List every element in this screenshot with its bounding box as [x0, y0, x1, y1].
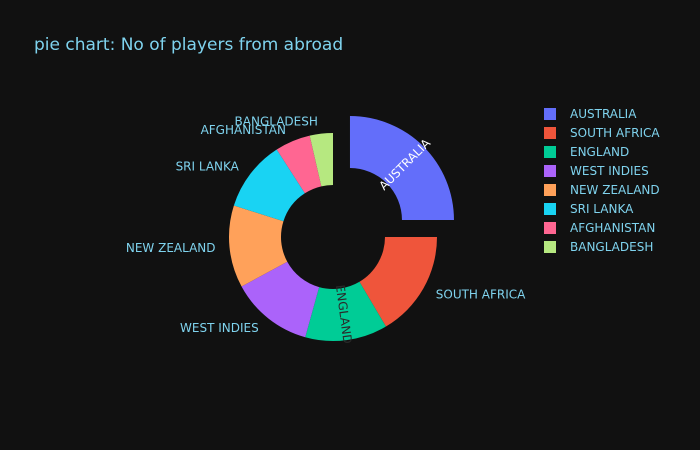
slice-label-afghanistan: AFGHANISTAN [201, 123, 286, 137]
slice-afghanistan[interactable] [276, 135, 322, 194]
slice-label-bangladesh: BANGLADESH [235, 115, 318, 129]
slice-label-new-zealand: NEW ZEALAND [126, 241, 216, 255]
slice-bangladesh[interactable] [309, 133, 333, 187]
legend-swatch-west-indies[interactable] [544, 165, 556, 177]
slice-new-zealand[interactable] [228, 205, 288, 287]
legend-swatch-england[interactable] [544, 146, 556, 158]
slice-australia[interactable] [349, 116, 454, 221]
legend-label-australia[interactable]: AUSTRALIA [570, 107, 637, 121]
slice-label-south-africa: SOUTH AFRICA [436, 287, 526, 301]
legend-swatch-bangladesh[interactable] [544, 241, 556, 253]
legend-label-england[interactable]: ENGLAND [570, 145, 629, 159]
pie-slices [228, 116, 454, 342]
slice-label-west-indies: WEST INDIES [180, 321, 259, 335]
legend-swatch-south-africa[interactable] [544, 127, 556, 139]
legend-label-west-indies[interactable]: WEST INDIES [570, 164, 649, 178]
legend-label-sri-lanka[interactable]: SRI LANKA [570, 202, 634, 216]
legend: AUSTRALIA SOUTH AFRICA ENGLAND WEST INDIES N… [544, 107, 660, 254]
legend-label-new-zealand[interactable]: NEW ZEALAND [570, 183, 660, 197]
legend-label-south-africa[interactable]: SOUTH AFRICA [570, 126, 660, 140]
legend-swatch-australia[interactable] [544, 108, 556, 120]
legend-swatch-new-zealand[interactable] [544, 184, 556, 196]
legend-swatch-sri-lanka[interactable] [544, 203, 556, 215]
slice-label-sri-lanka: SRI LANKA [176, 159, 240, 173]
legend-swatch-afghanistan[interactable] [544, 222, 556, 234]
chart-title: pie chart: No of players from abroad [34, 35, 343, 55]
slice-west-indies[interactable] [241, 261, 320, 338]
legend-label-bangladesh[interactable]: BANGLADESH [570, 240, 653, 254]
slice-south-africa[interactable] [359, 237, 437, 327]
legend-label-afghanistan[interactable]: AFGHANISTAN [570, 221, 655, 235]
slice-sri-lanka[interactable] [233, 149, 305, 222]
slice-england[interactable] [305, 281, 386, 342]
